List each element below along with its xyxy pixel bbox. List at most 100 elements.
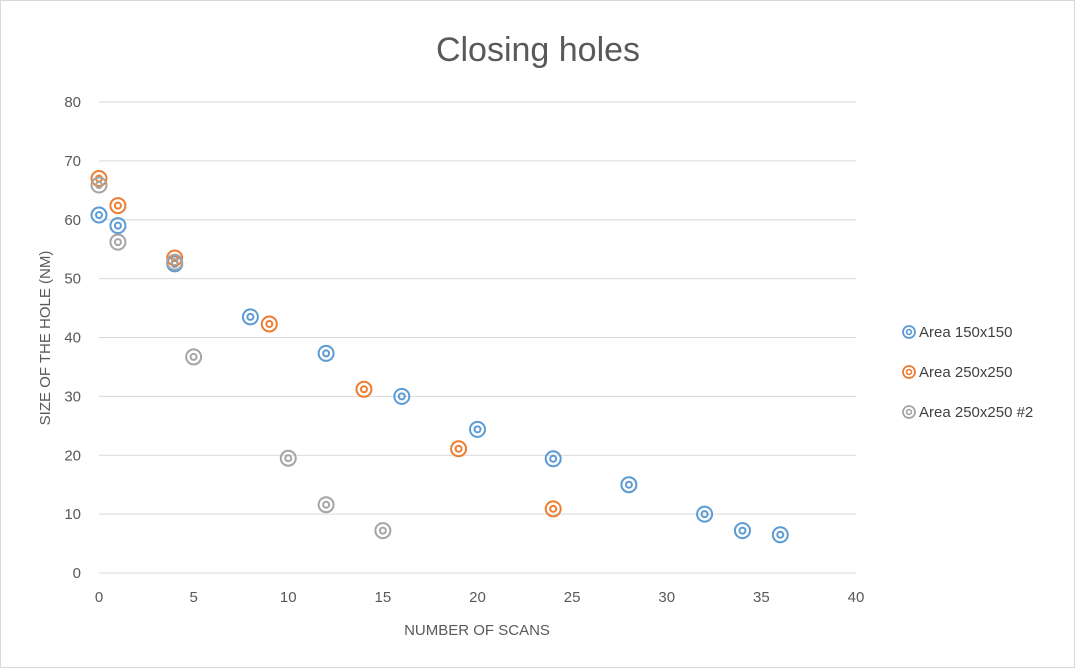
point-outer-ring — [544, 450, 562, 468]
legend-marker-outer — [902, 405, 916, 419]
y-tick-label: 30 — [64, 388, 81, 405]
data-point — [109, 197, 127, 215]
data-point — [450, 440, 468, 458]
x-tick-label: 25 — [564, 589, 581, 606]
point-outer-ring — [620, 476, 638, 494]
data-point — [90, 206, 108, 224]
point-outer-ring — [469, 420, 486, 438]
y-axis-ticks: 0 10 20 30 40 50 60 70 80 — [64, 94, 81, 582]
y-tick-label: 10 — [64, 506, 81, 523]
data-point — [90, 176, 108, 194]
data-point — [185, 348, 203, 366]
point-inner-ring — [113, 238, 122, 247]
point-inner-ring — [95, 211, 103, 220]
y-axis-title: SIZE OF THE HOLE (NM) — [37, 251, 54, 426]
point-outer-ring — [450, 440, 468, 458]
point-outer-ring — [241, 308, 259, 326]
data-point — [241, 308, 259, 326]
point-inner-ring — [322, 349, 331, 358]
data-point — [620, 476, 638, 494]
x-tick-label: 30 — [658, 589, 675, 606]
point-outer-ring — [90, 170, 108, 188]
point-inner-ring — [246, 312, 255, 321]
data-point — [393, 387, 411, 405]
series-area-150x150 — [90, 206, 789, 544]
data-point — [166, 253, 184, 271]
x-tick-label: 35 — [753, 589, 770, 606]
point-inner-ring — [624, 480, 633, 489]
x-tick-label: 10 — [280, 589, 297, 606]
legend-marker-outer — [902, 365, 916, 379]
gridlines — [99, 101, 856, 574]
legend-label: Area 250x250 #2 — [919, 404, 1033, 421]
point-inner-ring — [322, 500, 331, 509]
point-outer-ring — [544, 500, 562, 518]
legend-item: Area 250x250 — [902, 364, 1012, 381]
y-tick-label: 80 — [64, 94, 81, 111]
data-point — [109, 217, 127, 235]
series-area-250x250-2 — [90, 176, 392, 540]
point-outer-ring — [374, 522, 392, 540]
data-points — [90, 170, 789, 544]
data-point — [317, 496, 335, 514]
legend-marker-inner — [905, 368, 913, 376]
data-point — [696, 505, 714, 523]
point-inner-ring — [454, 444, 463, 453]
x-tick-label: 40 — [848, 589, 865, 606]
data-point — [771, 526, 789, 544]
point-outer-ring — [90, 206, 108, 224]
legend-marker-inner — [905, 328, 913, 336]
point-inner-ring — [738, 526, 747, 535]
point-outer-ring — [109, 233, 127, 251]
legend-marker-outer — [902, 325, 916, 339]
data-point — [317, 344, 335, 362]
point-inner-ring — [113, 201, 122, 210]
point-inner-ring — [397, 392, 406, 401]
y-tick-label: 60 — [64, 212, 81, 229]
y-tick-label: 70 — [64, 153, 81, 170]
data-point — [733, 522, 751, 540]
point-outer-ring — [733, 522, 751, 540]
point-inner-ring — [265, 319, 274, 328]
point-inner-ring — [378, 526, 387, 535]
legend-label: Area 150x150 — [919, 324, 1012, 341]
point-inner-ring — [776, 530, 785, 539]
legend-marker-inner — [905, 408, 913, 416]
point-outer-ring — [166, 253, 184, 271]
series-area-250x250 — [90, 170, 562, 518]
x-tick-label: 0 — [95, 589, 103, 606]
x-axis-title: NUMBER OF SCANS — [404, 622, 550, 639]
data-point — [355, 380, 373, 398]
point-inner-ring — [549, 454, 558, 463]
point-inner-ring — [549, 504, 558, 513]
point-outer-ring — [185, 348, 203, 366]
point-outer-ring — [260, 315, 278, 333]
point-outer-ring — [355, 380, 373, 398]
data-point — [544, 450, 562, 468]
point-inner-ring — [359, 385, 368, 394]
point-inner-ring — [189, 352, 198, 361]
point-outer-ring — [393, 387, 411, 405]
point-outer-ring — [109, 197, 127, 215]
point-outer-ring — [109, 217, 127, 235]
x-tick-label: 15 — [375, 589, 392, 606]
point-outer-ring — [279, 449, 297, 467]
point-inner-ring — [473, 425, 482, 434]
y-tick-label: 40 — [64, 330, 81, 347]
chart-title: Closing holes — [436, 31, 640, 69]
legend-item: Area 250x250 #2 — [902, 404, 1033, 421]
x-tick-label: 5 — [189, 589, 197, 606]
data-point — [469, 420, 486, 438]
point-outer-ring — [90, 176, 108, 194]
point-inner-ring — [113, 221, 122, 230]
data-point — [374, 522, 392, 540]
point-outer-ring — [317, 344, 335, 362]
point-inner-ring — [284, 454, 293, 463]
legend: Area 150x150 Area 250x250 Area 250x250 #2 — [902, 324, 1033, 421]
y-tick-label: 50 — [64, 271, 81, 288]
data-point — [279, 449, 297, 467]
data-point — [544, 500, 562, 518]
legend-item: Area 150x150 — [902, 324, 1012, 341]
